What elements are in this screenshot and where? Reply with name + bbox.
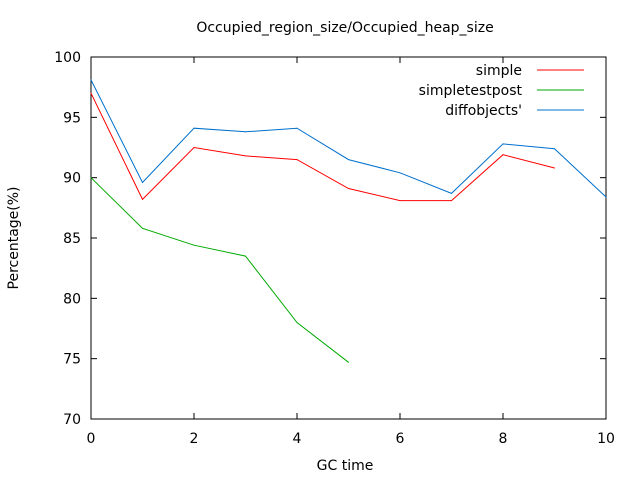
y-tick-label: 80 — [63, 291, 81, 307]
data-point-series-1 — [193, 147, 195, 148]
data-point-series-3 — [399, 172, 401, 174]
y-tick-label: 75 — [63, 352, 81, 368]
data-point-series-2 — [296, 321, 298, 323]
series-line-1 — [90, 92, 555, 202]
series-line-2 — [90, 177, 349, 363]
data-point-series-1 — [451, 200, 452, 202]
legend-label-1: simple — [476, 63, 522, 79]
data-point-series-2 — [90, 177, 92, 179]
data-point-series-2 — [245, 255, 246, 257]
series-line-3 — [90, 79, 607, 198]
data-point-series-3 — [502, 143, 504, 145]
y-tick-label: 90 — [63, 171, 81, 187]
x-tick-label: 10 — [597, 431, 615, 447]
data-point-series-3 — [90, 79, 92, 81]
plot-area: 70 75 80 85 90 95 100 0 2 4 6 8 10 simple simpletestpo… — [54, 50, 615, 447]
legend-label-2: simpletestpost — [419, 83, 523, 99]
data-point-series-3 — [554, 148, 555, 150]
x-tick-label: 6 — [396, 431, 405, 447]
data-point-series-3 — [142, 181, 143, 183]
y-tick-label: 100 — [54, 50, 81, 66]
x-tick-label: 0 — [87, 431, 96, 447]
data-point-series-1 — [554, 167, 555, 169]
data-point-series-3 — [451, 192, 452, 194]
data-point-series-3 — [193, 127, 195, 129]
data-point-series-2 — [348, 361, 349, 363]
data-point-series-3 — [245, 131, 246, 133]
data-point-series-1 — [502, 154, 504, 156]
x-tick-label: 8 — [499, 431, 508, 447]
data-point-series-1 — [142, 198, 143, 200]
data-point-series-1 — [348, 188, 349, 190]
x-axis-label: GC time — [317, 458, 374, 474]
data-point-series-2 — [142, 227, 143, 229]
y-tick-label: 85 — [63, 231, 81, 247]
legend-label-3: diffobjects' — [445, 103, 522, 119]
data-point-series-3 — [296, 127, 298, 129]
data-point-series-1 — [296, 159, 298, 161]
x-tick-label: 4 — [293, 431, 302, 447]
plot-frame — [90, 56, 607, 420]
y-tick-label: 95 — [63, 110, 81, 126]
y-tick-label: 70 — [63, 412, 81, 428]
data-point-series-1 — [399, 200, 401, 202]
data-point-series-2 — [193, 244, 195, 246]
y-axis-label: Percentage(%) — [6, 187, 22, 290]
data-point-series-3 — [348, 159, 349, 161]
data-point-series-3 — [605, 196, 607, 198]
data-point-series-1 — [90, 92, 92, 94]
chart-title: Occupied_region_size/Occupied_heap_size — [196, 20, 493, 36]
x-tick-label: 2 — [190, 431, 199, 447]
data-point-series-1 — [245, 155, 246, 157]
